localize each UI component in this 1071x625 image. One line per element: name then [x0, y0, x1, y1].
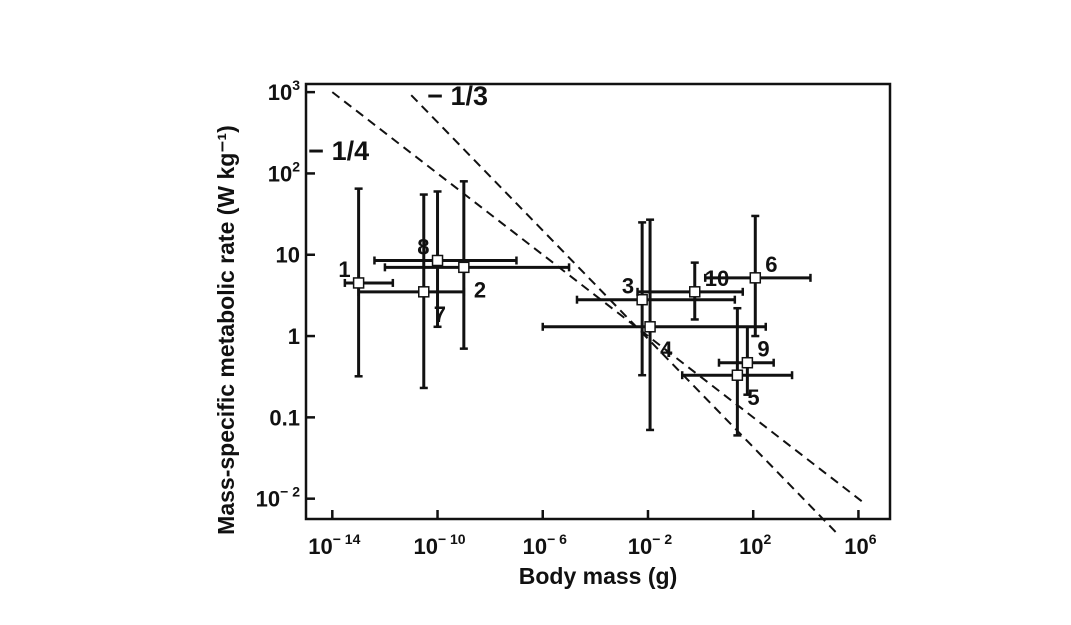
data-point-group: 7	[357, 193, 466, 390]
data-point-marker	[749, 272, 762, 284]
x-tick-label: 106	[844, 531, 876, 559]
data-point-label: 7	[434, 302, 446, 327]
y-tick-label: 1	[288, 324, 300, 349]
data-point-label: 4	[660, 337, 673, 362]
data-point-label: 5	[747, 385, 759, 410]
x-tick-label: 10− 14	[308, 531, 360, 559]
y-tick-label: 10	[276, 243, 300, 268]
y-tick-label: 102	[268, 158, 300, 186]
scaling-line-label: − 1/3	[427, 81, 488, 111]
data-point-group: 6	[703, 214, 812, 338]
y-axis-title: Mass-specific metabolic rate (W kg⁻¹)	[213, 125, 239, 535]
data-point-group: 10	[636, 261, 744, 321]
data-point-marker	[418, 286, 430, 298]
data-point-label: 3	[622, 274, 634, 299]
x-tick-label: 10− 2	[628, 531, 673, 559]
data-point-marker	[352, 277, 365, 289]
fit-lines: − 1/4 − 1/3	[308, 81, 865, 535]
data-point-marker	[731, 369, 744, 381]
data-point-label: 6	[765, 252, 777, 277]
data-point-group: 9	[717, 325, 775, 396]
data-point-label: 10	[705, 266, 729, 291]
x-tick-label: 10− 6	[523, 531, 568, 559]
plot-area-frame	[304, 82, 892, 521]
x-axis-title: Body mass (g)	[519, 563, 677, 589]
scaling-line	[331, 91, 865, 504]
x-tick-label: 10− 10	[413, 531, 465, 559]
data-point-marker	[431, 254, 444, 267]
data-point-marker	[636, 293, 648, 306]
data-point-group: 2	[383, 180, 571, 350]
y-tick-label: 103	[268, 77, 300, 105]
data-point-marker	[689, 286, 701, 298]
x-tick-label: 102	[739, 531, 771, 559]
scaling-line-label: − 1/4	[308, 136, 369, 166]
scaling-line	[410, 94, 839, 535]
data-point-group: 1	[338, 187, 395, 378]
data-point-label: 1	[338, 257, 350, 282]
data-point-marker	[741, 356, 754, 369]
y-tick-label: 0.1	[269, 405, 300, 430]
data-point-marker	[644, 321, 656, 333]
data-point-label: 9	[757, 337, 769, 362]
y-tick-label: 10− 2	[256, 484, 301, 512]
data-point-marker	[458, 261, 470, 274]
x-axis: 10− 14 10− 10 10− 6 10− 2 102 106	[308, 510, 877, 559]
data-points: 1 2 3 4 5 6 7 8 9 10	[338, 180, 812, 437]
data-point-group: 4	[541, 218, 768, 432]
data-point-group: 3	[575, 221, 737, 377]
data-point-label: 8	[417, 234, 429, 259]
data-point-group: 8	[373, 190, 518, 329]
data-point-group: 5	[680, 306, 794, 437]
data-point-label: 2	[474, 277, 486, 302]
